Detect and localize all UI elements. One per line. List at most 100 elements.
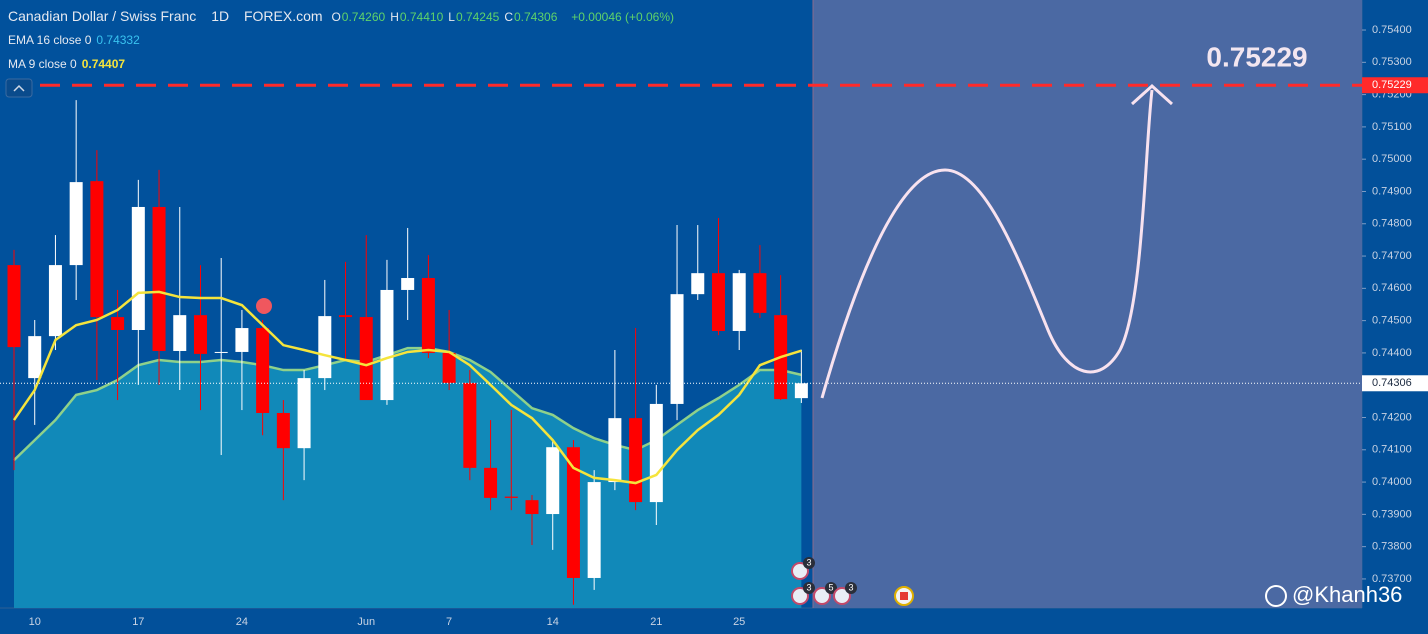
candle-body [670, 294, 684, 404]
event-icon [791, 562, 809, 580]
candle-body [7, 265, 21, 348]
legend-row: EMA 16 close 0 0.74332 [8, 33, 145, 47]
event-count-bg [803, 582, 815, 594]
event-icon [813, 587, 831, 605]
target-tag [1362, 77, 1428, 94]
candle-body [442, 352, 456, 383]
candle-body [235, 328, 249, 352]
ohlc-value: 0.74306 [514, 10, 558, 24]
source: FOREX.com [243, 8, 323, 24]
collapse-icon [13, 84, 25, 92]
ohlc-key: C [504, 10, 513, 24]
candle-body [359, 317, 373, 401]
candle-body [90, 181, 104, 318]
change: +0.00046 (+0.06%) [571, 10, 675, 24]
candle-body [608, 418, 622, 483]
y-tick-label: 0.74500 [1372, 315, 1412, 327]
x-tick-label: 7 [446, 616, 452, 628]
event-flag [900, 592, 908, 600]
x-tick-label: 14 [547, 616, 559, 628]
event-icon [833, 587, 851, 605]
event-count: 3 [806, 557, 811, 567]
candle-body [339, 315, 353, 318]
y-tick-label: 0.74000 [1372, 476, 1412, 488]
x-tick-label: 10 [29, 616, 41, 628]
interval: 1D [211, 8, 230, 24]
ema-area [14, 348, 802, 608]
last-price-tag [1362, 375, 1428, 392]
legend-value: 0.74407 [81, 57, 126, 71]
ohlc-value: 0.74260 [341, 10, 386, 24]
ohlc-key: O [331, 10, 341, 24]
candle-body [318, 316, 332, 379]
y-tick-label: 0.74900 [1372, 185, 1412, 197]
y-tick-label: 0.73900 [1372, 508, 1412, 520]
candle-body [173, 315, 187, 351]
y-tick-label: 0.74400 [1372, 347, 1412, 359]
candle-body [711, 273, 725, 331]
event-count-bg [845, 582, 857, 594]
y-tick-label: 0.75300 [1372, 56, 1412, 68]
candle-body [214, 351, 228, 353]
candle-body [256, 328, 270, 413]
candle-body [463, 382, 477, 468]
candle-body [546, 447, 560, 515]
ma-line [12, 290, 802, 485]
y-tick-label: 0.74800 [1372, 218, 1412, 230]
candle-body [69, 182, 83, 266]
candle-body [111, 317, 125, 330]
candle-body [649, 403, 663, 503]
symbol-title: Canadian Dollar / Swiss Franc [8, 8, 197, 24]
y-tick-label: 0.73800 [1372, 541, 1412, 553]
candle-body [525, 500, 539, 515]
watermark: @Khanh36 [1292, 582, 1402, 607]
legend-row: MA 9 close 0 0.74407 [8, 57, 130, 71]
event-icon [791, 587, 809, 605]
ohlc-value: 0.74410 [399, 10, 444, 24]
y-tick-label: 0.74600 [1372, 282, 1412, 294]
candle-body [566, 447, 580, 578]
projection-arrow [1130, 83, 1174, 106]
x-tick-label: Jun [357, 616, 375, 628]
y-tick-label: 0.75100 [1372, 121, 1412, 133]
x-tick-label: 25 [733, 616, 745, 628]
candle-body [421, 278, 435, 353]
ohlc-key: H [390, 10, 399, 24]
candle-body [131, 206, 145, 330]
watermark-icon [1265, 585, 1287, 607]
candle-body [629, 418, 643, 503]
event-count: 5 [828, 582, 833, 592]
y-tick-label: 0.74700 [1372, 250, 1412, 262]
y-tick-label: 0.74100 [1372, 444, 1412, 456]
candle-body [484, 467, 498, 498]
price-axis-bg [1362, 0, 1428, 634]
target-annotation: 0.75229 [1206, 42, 1307, 73]
y-tick-label: 0.75000 [1372, 153, 1412, 165]
candle-body [193, 315, 207, 354]
legend-name: MA 9 close 0 [8, 57, 77, 71]
ohlc-value: 0.74245 [455, 10, 500, 24]
x-tick-label: 21 [650, 616, 662, 628]
candle-body [753, 273, 767, 313]
y-tick-label: 0.74200 [1372, 411, 1412, 423]
event-count: 3 [806, 582, 811, 592]
last-price-label: 0.74306 [1372, 377, 1412, 389]
legend-name: EMA 16 close 0 [8, 33, 92, 47]
projection-zone [813, 0, 1362, 608]
event-count: 3 [848, 582, 853, 592]
candle-body [732, 273, 746, 331]
projection-curve [820, 89, 1154, 399]
candle-body [401, 278, 415, 290]
candle-body [691, 273, 705, 295]
ema-line [13, 346, 802, 462]
candle-body [504, 496, 518, 498]
header: Canadian Dollar / Swiss Franc 1D FOREX.c… [8, 8, 679, 24]
collapse-button[interactable] [5, 78, 33, 98]
event-count-bg [803, 557, 815, 569]
candle-body [297, 378, 311, 449]
candle-body [48, 265, 62, 337]
candle-body [380, 289, 394, 401]
time-axis-bg [0, 608, 1362, 634]
target-price-label: 0.75229 [1372, 79, 1412, 91]
